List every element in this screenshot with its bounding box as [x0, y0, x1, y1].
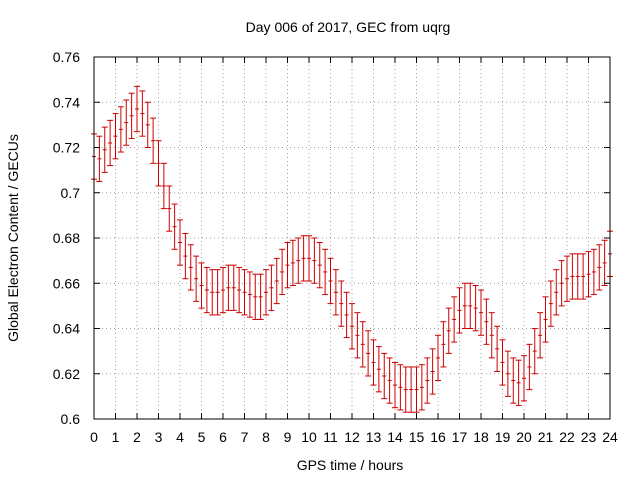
y-axis-label: Global Electron Content / GECUs — [5, 134, 21, 342]
x-tick-label: 20 — [516, 429, 532, 445]
y-tick-label: 0.62 — [53, 366, 80, 382]
x-tick-label: 8 — [262, 429, 270, 445]
y-ticks: 0.6 0.62 0.64 0.66 0.68 0.7 0.72 0.74 0.76 — [53, 49, 610, 427]
y-tick-label: 0.74 — [53, 94, 80, 110]
x-tick-label: 23 — [581, 429, 597, 445]
x-tick-label: 15 — [409, 429, 425, 445]
x-tick-label: 18 — [473, 429, 489, 445]
x-tick-label: 24 — [602, 429, 618, 445]
x-tick-label: 0 — [90, 429, 98, 445]
y-tick-label: 0.6 — [61, 411, 81, 427]
x-tick-label: 16 — [430, 429, 446, 445]
grid-lines — [94, 57, 610, 419]
x-tick-label: 4 — [176, 429, 184, 445]
x-ticks: 0 1 2 3 4 5 6 7 8 9 10 11 12 13 14 15 16 17 18 19 20 21 22 23 24 — [90, 57, 618, 445]
x-tick-label: 3 — [155, 429, 163, 445]
y-tick-label: 0.66 — [53, 275, 80, 291]
x-tick-label: 6 — [219, 429, 227, 445]
y-tick-label: 0.68 — [53, 230, 80, 246]
x-tick-label: 13 — [366, 429, 382, 445]
x-axis-label: GPS time / hours — [297, 457, 404, 473]
x-tick-label: 14 — [387, 429, 403, 445]
x-tick-label: 21 — [538, 429, 554, 445]
chart-title: Day 006 of 2017, GEC from uqrg — [246, 19, 451, 35]
x-tick-label: 11 — [323, 429, 338, 445]
x-tick-label: 17 — [452, 429, 468, 445]
y-tick-label: 0.72 — [53, 140, 80, 156]
x-tick-label: 1 — [112, 429, 120, 445]
x-tick-label: 12 — [344, 429, 360, 445]
data-points — [92, 108, 612, 391]
x-tick-label: 5 — [198, 429, 206, 445]
x-tick-label: 2 — [133, 429, 141, 445]
x-tick-label: 9 — [284, 429, 292, 445]
y-tick-label: 0.64 — [53, 321, 80, 337]
x-tick-label: 19 — [495, 429, 511, 445]
x-tick-label: 7 — [241, 429, 249, 445]
x-tick-label: 22 — [559, 429, 575, 445]
y-tick-label: 0.76 — [53, 49, 80, 65]
y-tick-label: 0.7 — [61, 185, 81, 201]
x-tick-label: 10 — [301, 429, 317, 445]
